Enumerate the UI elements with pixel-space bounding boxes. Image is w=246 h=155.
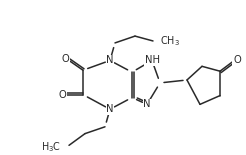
Text: N: N <box>106 104 114 114</box>
Text: N: N <box>106 55 114 65</box>
Text: H$_3$C: H$_3$C <box>41 140 61 154</box>
Text: NH: NH <box>144 55 159 65</box>
Text: CH$_3$: CH$_3$ <box>160 34 180 48</box>
Text: O: O <box>61 55 69 64</box>
Text: O: O <box>58 90 66 100</box>
Text: O: O <box>233 55 241 65</box>
Text: N: N <box>143 99 151 109</box>
